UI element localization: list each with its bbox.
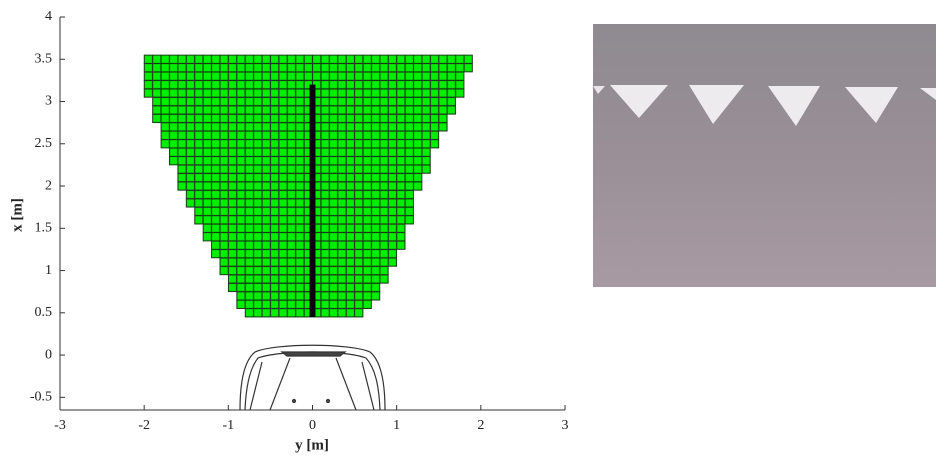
y-tick-label: 1 bbox=[45, 263, 52, 278]
x-axis-label: y [m] bbox=[295, 437, 329, 453]
x-tick-label: 0 bbox=[309, 418, 316, 433]
grid-row bbox=[161, 131, 439, 139]
grid-row bbox=[203, 224, 405, 232]
x-tick-label: 2 bbox=[477, 418, 484, 433]
grid-row bbox=[245, 309, 363, 317]
y-tick-label: 2.5 bbox=[35, 136, 53, 151]
y-tick-label: -0.5 bbox=[30, 390, 52, 405]
grid-row bbox=[203, 233, 405, 241]
grid-row bbox=[212, 241, 406, 249]
grid-row bbox=[178, 173, 422, 181]
grid-row bbox=[153, 106, 456, 114]
grid-row bbox=[144, 55, 472, 63]
grid-row bbox=[195, 207, 414, 215]
grid-row bbox=[228, 283, 379, 291]
y-axis-label: x [m] bbox=[9, 198, 25, 232]
y-tick-label: 3 bbox=[45, 94, 52, 109]
y-tick-label: 3.5 bbox=[35, 51, 53, 66]
vehicle-outline bbox=[240, 345, 385, 410]
grid-row bbox=[237, 300, 372, 308]
grid-row bbox=[195, 216, 414, 224]
x-tick-label: -1 bbox=[222, 418, 234, 433]
grid-row bbox=[186, 199, 413, 207]
grid-row bbox=[212, 249, 397, 257]
grid-row bbox=[220, 258, 397, 266]
grid-row bbox=[237, 292, 380, 300]
grid-row bbox=[161, 140, 439, 148]
grid-row bbox=[144, 72, 464, 80]
grid-row bbox=[178, 182, 422, 190]
grid-row bbox=[153, 97, 456, 105]
grid-row bbox=[153, 114, 448, 122]
grid-row bbox=[220, 266, 388, 274]
grid-row bbox=[186, 190, 413, 198]
x-tick-label: 1 bbox=[393, 418, 400, 433]
x-tick-label: -2 bbox=[138, 418, 150, 433]
grid-row bbox=[161, 123, 447, 131]
occupancy-grid bbox=[144, 55, 472, 317]
figure: y [m] x [m] -3 -2 -1 0 1 2 3 -0.5 0 0.5 1 1.5 2 2.5 3 3… bbox=[0, 0, 936, 455]
grid-row bbox=[144, 80, 464, 88]
grid-row bbox=[178, 165, 430, 173]
x-tick-label: -3 bbox=[54, 418, 66, 433]
grid-row bbox=[169, 148, 430, 156]
x-tick-label: 3 bbox=[562, 418, 569, 433]
y-tick-label: 0.5 bbox=[35, 305, 53, 320]
y-tick-label: 1.5 bbox=[35, 221, 53, 236]
y-tick-label: 0 bbox=[45, 347, 52, 362]
y-tick-label: 4 bbox=[45, 9, 52, 24]
grid-row bbox=[228, 275, 388, 283]
camera-image bbox=[593, 24, 936, 287]
y-tick-label: 2 bbox=[45, 178, 52, 193]
grid-row bbox=[144, 89, 464, 97]
grid-row bbox=[144, 63, 472, 71]
grid-row bbox=[169, 156, 430, 164]
